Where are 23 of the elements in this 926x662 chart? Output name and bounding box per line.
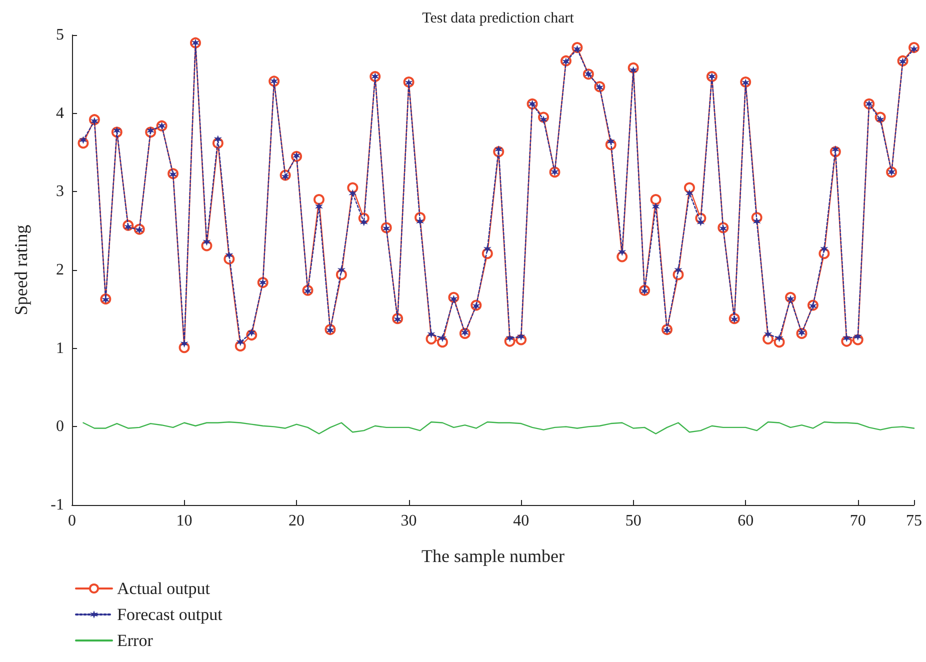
legend-label: Forecast output [117,605,223,624]
y-tick-label: -1 [50,496,64,514]
y-tick-label: 5 [56,26,64,44]
x-tick-label: 40 [513,512,530,530]
y-tick-label: 2 [56,262,64,278]
legend-label: Error [117,631,154,650]
chart-title: Test data prediction chart [422,10,575,26]
legend-label: Actual output [117,579,210,598]
x-tick-label: 30 [400,512,417,530]
x-tick-label: 60 [738,512,754,530]
y-tick-label: 1 [56,340,64,357]
x-tick-label: 0 [68,512,76,530]
y-tick-label: 0 [56,418,64,436]
x-tick-label: 10 [176,512,192,530]
x-tick-label: 70 [850,512,866,530]
x-tick-label: 20 [288,512,305,530]
y-axis-title: Speed rating [11,224,31,316]
y-tick-label: 4 [56,104,64,122]
x-tick-label: 50 [625,512,642,530]
x-tick-label: 75 [906,512,922,530]
x-axis-title: The sample number [422,546,564,566]
line-series [82,421,915,434]
y-tick-label: 3 [56,183,64,200]
